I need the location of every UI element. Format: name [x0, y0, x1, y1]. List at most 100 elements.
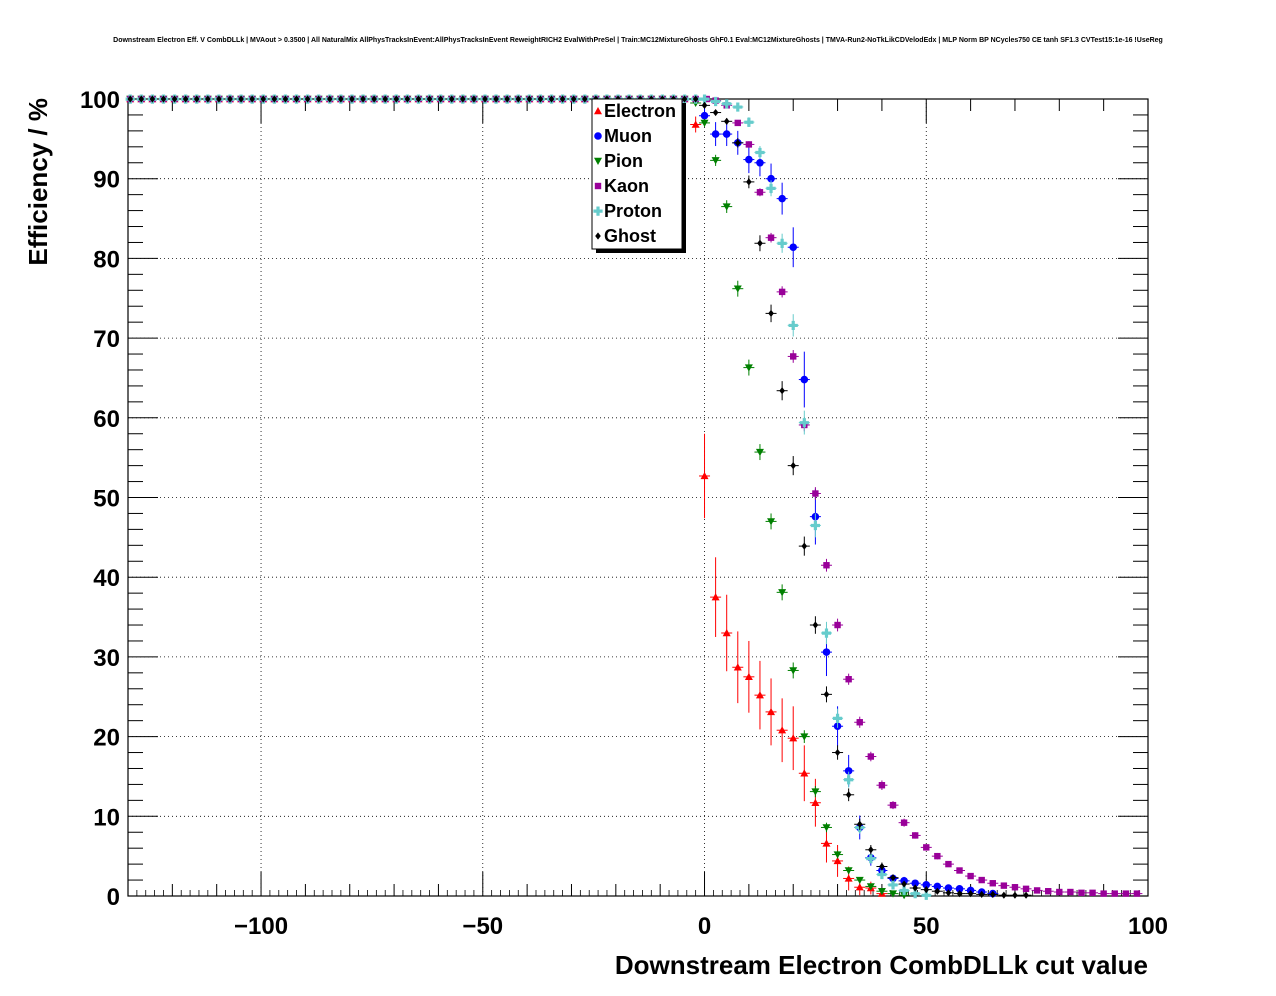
data-point-proton — [777, 238, 787, 248]
data-point-ghost — [768, 309, 774, 317]
data-point-muon — [767, 174, 775, 183]
data-point-ghost — [493, 95, 499, 103]
x-tick-label: 0 — [698, 913, 711, 940]
data-point-kaon — [1000, 882, 1008, 889]
data-point-ghost — [171, 95, 178, 103]
data-point-proton — [877, 869, 887, 880]
legend-marker-ghost — [595, 232, 601, 240]
data-point-ghost — [138, 95, 145, 103]
data-point-ghost — [448, 95, 455, 103]
data-point-muon — [800, 375, 809, 384]
legend-marker-proton — [593, 206, 603, 216]
data-point-electron — [767, 707, 776, 716]
data-point-ghost — [282, 95, 289, 103]
data-point-ghost — [834, 748, 841, 757]
data-point-kaon — [1100, 890, 1107, 897]
data-point-kaon — [790, 353, 797, 360]
y-tick-label: 10 — [93, 804, 120, 831]
chart-title: Downstream Electron Eff. V CombDLLk | MV… — [113, 37, 1163, 44]
data-point-ghost — [890, 874, 896, 882]
series-muon — [126, 95, 999, 898]
data-point-ghost — [879, 862, 885, 871]
data-point-kaon — [823, 562, 830, 569]
data-point-muon — [711, 130, 720, 138]
data-point-ghost — [127, 95, 134, 103]
legend-label-ghost: Ghost — [604, 226, 656, 246]
data-point-ghost — [559, 95, 566, 103]
data-point-ghost — [779, 387, 785, 395]
data-point-muon — [955, 885, 964, 893]
data-point-ghost — [934, 887, 941, 895]
data-point-ghost — [978, 890, 985, 899]
x-axis-title: Downstream Electron CombDLLk cut value — [615, 950, 1148, 980]
data-point-pion — [755, 448, 764, 457]
data-point-ghost — [404, 95, 411, 103]
data-point-electron — [789, 734, 798, 742]
legend-label-muon: Muon — [604, 126, 652, 146]
data-point-ghost — [989, 890, 996, 899]
data-point-ghost — [216, 95, 222, 103]
data-point-proton — [744, 117, 754, 127]
data-point-ghost — [149, 95, 156, 103]
data-point-ghost — [956, 890, 963, 898]
data-point-ghost — [260, 95, 267, 103]
legend-label-electron: Electron — [604, 101, 676, 121]
data-point-ghost — [945, 889, 952, 897]
data-point-pion — [800, 733, 809, 741]
data-point-ghost — [692, 95, 699, 103]
data-point-muon — [844, 767, 853, 775]
data-point-ghost — [338, 95, 344, 103]
data-point-pion — [722, 203, 731, 211]
data-point-pion — [711, 157, 720, 165]
data-point-electron — [711, 593, 720, 601]
data-point-ghost — [856, 820, 863, 828]
data-point-kaon — [934, 852, 941, 860]
data-point-ghost — [193, 95, 200, 103]
data-point-ghost — [315, 95, 322, 103]
data-point-ghost — [349, 95, 355, 103]
legend: Electron Muon Pion Kaon Proton Ghost — [591, 98, 686, 253]
data-point-proton — [832, 713, 843, 723]
data-point-proton — [921, 890, 931, 900]
y-tick-label: 40 — [93, 565, 120, 592]
data-point-kaon — [1056, 888, 1063, 896]
data-point-proton — [910, 889, 920, 899]
data-point-ghost — [537, 95, 544, 103]
legend-box — [591, 98, 683, 250]
x-tick-label: 100 — [1128, 913, 1168, 940]
data-point-electron — [822, 839, 831, 847]
data-point-electron — [691, 120, 700, 128]
legend-label-proton: Proton — [604, 201, 662, 221]
data-point-ghost — [205, 95, 211, 103]
y-axis-title: Efficiency / % — [23, 98, 53, 266]
data-point-pion — [900, 892, 909, 900]
data-point-pion — [789, 667, 798, 675]
data-point-pion — [744, 364, 753, 372]
y-tick-label: 80 — [93, 246, 120, 273]
data-point-ghost — [967, 890, 974, 898]
data-point-proton — [899, 885, 909, 896]
data-point-pion — [844, 867, 853, 875]
data-point-ghost — [801, 542, 808, 550]
data-point-kaon — [767, 234, 775, 241]
data-point-ghost — [426, 95, 433, 103]
data-point-ghost — [160, 95, 167, 103]
data-point-ghost — [1023, 891, 1029, 899]
data-point-ghost — [581, 95, 588, 103]
data-point-kaon — [778, 288, 786, 296]
data-point-electron — [811, 798, 820, 806]
data-point-kaon — [812, 490, 819, 497]
data-point-ghost — [845, 791, 852, 799]
data-point-ghost — [326, 95, 333, 103]
data-point-kaon — [878, 782, 886, 789]
y-tick-label: 70 — [93, 326, 120, 353]
data-point-electron — [844, 874, 853, 882]
data-point-pion — [866, 883, 875, 891]
data-point-ghost — [823, 690, 830, 698]
data-point-ghost — [504, 95, 510, 103]
data-point-ghost — [515, 95, 522, 103]
data-point-kaon — [889, 801, 897, 809]
x-tick-label: −50 — [462, 913, 503, 940]
data-point-kaon — [1045, 888, 1052, 895]
legend-marker-electron — [594, 107, 602, 115]
